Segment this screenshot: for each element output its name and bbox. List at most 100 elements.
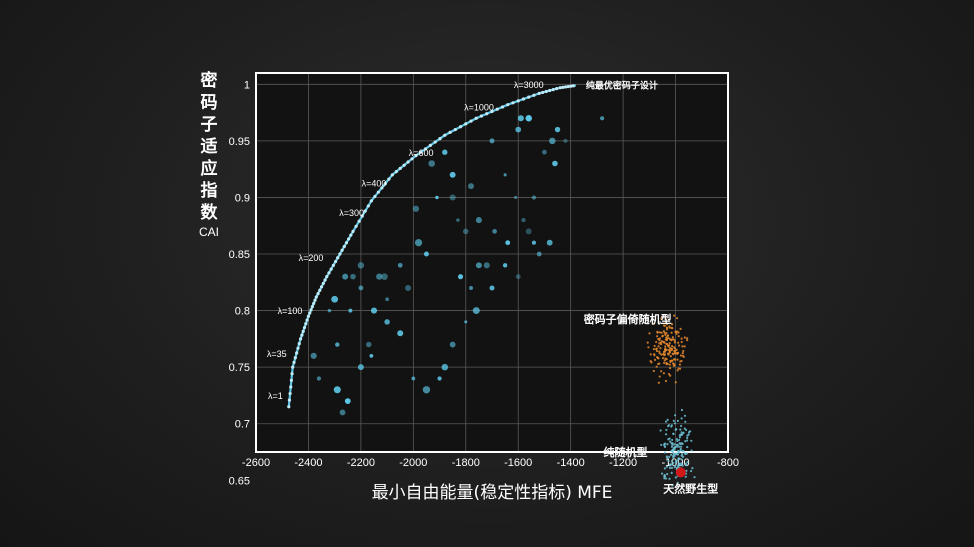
- cluster-point: [673, 347, 677, 350]
- cluster-point: [671, 484, 674, 487]
- cluster-point: [665, 465, 669, 468]
- cluster-point: [689, 469, 693, 473]
- cluster-point: [680, 453, 684, 456]
- cluster-point: [669, 453, 673, 456]
- cluster-point: [675, 459, 678, 463]
- cluster-point: [674, 461, 677, 464]
- scatter-point: [600, 116, 605, 121]
- cluster-point: [665, 428, 668, 432]
- cluster-point: [658, 362, 661, 365]
- cluster-point: [676, 369, 679, 372]
- cluster-point: [648, 332, 651, 335]
- frontier-point: [327, 271, 331, 275]
- scatter-point: [331, 295, 339, 303]
- cluster-point: [674, 445, 677, 449]
- cluster-point: [682, 349, 685, 353]
- cluster-point: [677, 457, 680, 460]
- cluster-point: [662, 324, 666, 327]
- frontier-point: [357, 219, 361, 223]
- cluster-point: [683, 452, 686, 455]
- cluster-point: [683, 427, 686, 430]
- frontier-point: [302, 325, 307, 330]
- cluster-point: [684, 462, 687, 465]
- cluster-point: [666, 337, 669, 340]
- cluster-point: [662, 350, 666, 354]
- cluster-point: [652, 369, 655, 373]
- cluster-point: [653, 358, 657, 361]
- frontier-point: [297, 341, 301, 346]
- scatter-point: [514, 195, 518, 199]
- scatter-point: [456, 218, 460, 222]
- cluster-point: [666, 456, 669, 460]
- scatter-point: [503, 173, 507, 177]
- scatter-point: [475, 262, 482, 269]
- scatter-point: [335, 342, 340, 347]
- cluster-point: [662, 372, 665, 375]
- cluster-point: [678, 438, 681, 442]
- cluster-label: 天然野生型: [663, 481, 718, 495]
- cluster-point: [663, 331, 666, 334]
- cluster-point: [656, 357, 660, 360]
- frontier-point: [287, 405, 291, 409]
- cluster-point: [676, 358, 679, 361]
- frontier-point: [308, 311, 312, 315]
- cluster-point: [675, 443, 678, 446]
- cluster-point: [690, 449, 693, 452]
- cluster-point: [671, 362, 675, 365]
- cluster-point: [678, 434, 682, 437]
- cluster-point: [670, 323, 674, 326]
- y-axis-label-char: 子: [200, 115, 218, 135]
- frontier-point: [551, 87, 555, 92]
- scatter-point: [412, 205, 420, 212]
- cluster-point: [684, 475, 687, 478]
- cluster-point: [653, 354, 656, 357]
- scatter-point: [536, 251, 542, 257]
- cluster-point: [647, 346, 650, 349]
- cluster-point: [673, 314, 676, 317]
- frontier-point: [310, 305, 314, 309]
- scatter-point: [464, 320, 468, 324]
- frontier-point: [301, 329, 305, 333]
- cluster-point: [680, 424, 683, 428]
- cluster-point: [657, 345, 660, 348]
- cluster-point: [668, 349, 671, 352]
- cluster-point: [686, 445, 689, 449]
- lambda-label: λ=100: [278, 306, 303, 316]
- scatter-point: [339, 409, 346, 416]
- cluster-point: [685, 452, 688, 455]
- cluster-point: [679, 447, 682, 451]
- cluster-point: [658, 331, 661, 334]
- cluster-point: [655, 347, 658, 350]
- frontier-point: [373, 194, 377, 199]
- y-axis-label-char: 适: [200, 137, 218, 157]
- cluster-point: [672, 432, 675, 435]
- frontier-point: [369, 199, 373, 203]
- cluster-point: [665, 361, 668, 365]
- cluster-point: [670, 445, 673, 448]
- scatter-point: [357, 262, 365, 269]
- cluster-point: [674, 414, 677, 417]
- cluster-point: [667, 373, 671, 376]
- y-axis-label-char: 指: [200, 181, 218, 201]
- cluster-point: [665, 332, 668, 335]
- cluster-point: [679, 327, 682, 330]
- cluster-point: [665, 323, 668, 326]
- cluster-point: [671, 454, 675, 458]
- scatter-point: [414, 239, 423, 247]
- frontier-point: [376, 190, 380, 194]
- cluster-point: [658, 350, 661, 353]
- cluster-point: [677, 463, 680, 466]
- cluster-point: [681, 352, 684, 355]
- cluster-point: [675, 437, 678, 441]
- cluster-point: [652, 347, 656, 351]
- cluster-point: [670, 326, 673, 329]
- scatter-point: [554, 126, 561, 133]
- cluster-point: [676, 459, 680, 462]
- cluster-point: [679, 445, 683, 448]
- cluster-point: [659, 347, 662, 350]
- frontier-point: [571, 84, 575, 88]
- cluster-point: [673, 466, 676, 469]
- cluster-point: [664, 477, 668, 480]
- frontier-point: [438, 137, 442, 141]
